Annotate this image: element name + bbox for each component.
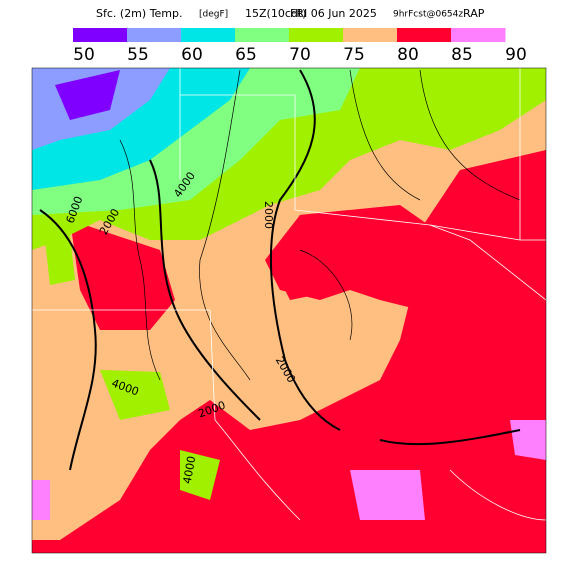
title-part: [degF] (199, 10, 228, 20)
temp-region (265, 205, 460, 310)
title-part: FRI 06 Jun 2025 (290, 7, 377, 20)
colorbar-swatch (289, 28, 344, 42)
temp-region (510, 420, 546, 460)
title-part: RAP (463, 7, 485, 20)
colorbar-swatch (451, 28, 506, 42)
title-part: 15Z(10cdt) (245, 7, 306, 20)
temp-region (350, 470, 425, 520)
contours (119, 69, 521, 381)
colorbar-swatch (127, 28, 182, 42)
contours (39, 69, 521, 471)
colorbar-label: 65 (235, 45, 257, 65)
colorbar: 50 55 60 65 70 75 80 85 90 (73, 28, 527, 65)
temp-region (45, 235, 75, 285)
contour-label: 2000 (262, 201, 275, 229)
temp-region (70, 220, 175, 330)
colorbar-swatch (397, 28, 452, 42)
colorbar-swatch (343, 28, 398, 42)
temp-region (55, 70, 120, 120)
temp-region (32, 480, 50, 520)
title-part: 9hrFcst@0654z (393, 10, 463, 20)
colorbar-label: 50 (73, 45, 95, 65)
temp-region (100, 370, 170, 420)
map-frame (31, 67, 547, 554)
colorbar-swatch (73, 28, 128, 42)
title: Sfc. (2m) Temp. [degF] 15Z(10cdt)FRI 06 Ju… (96, 7, 485, 20)
colorbar-label: 60 (181, 45, 203, 65)
contour-label: 4000 (181, 455, 199, 485)
borders (32, 68, 546, 521)
colorbar-label: 55 (127, 45, 149, 65)
colorbar-label: 80 (397, 45, 419, 65)
temp-region (180, 450, 220, 500)
colorbar-label: 75 (343, 45, 365, 65)
title-part: Sfc. (2m) Temp. (96, 7, 183, 20)
colorbar-label: 70 (289, 45, 311, 65)
colorbar-swatch (235, 28, 290, 42)
colorbar-swatch (181, 28, 236, 42)
colorbar-label: 90 (505, 45, 527, 65)
colorbar-label: 85 (451, 45, 473, 65)
